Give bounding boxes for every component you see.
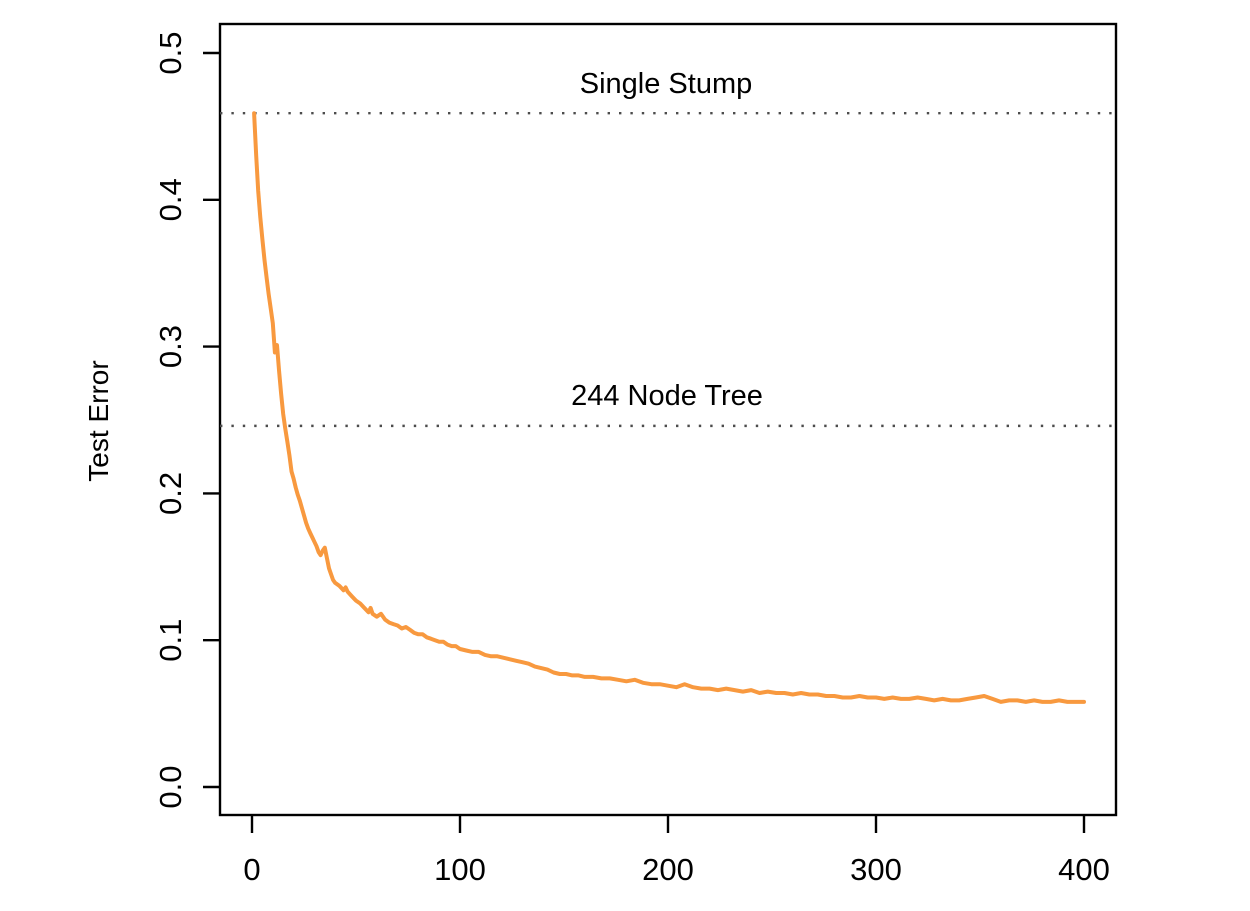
x-tick-label: 200 — [642, 852, 694, 887]
x-tick-label: 300 — [850, 852, 902, 887]
node-tree-label: 244 Node Tree — [571, 380, 763, 412]
y-tick-label: 0.1 — [153, 619, 188, 662]
series-line — [252, 111, 1086, 704]
y-tick-label: 0.2 — [153, 472, 188, 515]
y-axis-title: Test Error — [83, 360, 114, 481]
x-tick-label: 400 — [1058, 852, 1110, 887]
single-stump-label: Single Stump — [580, 68, 753, 100]
x-tick-label: 100 — [434, 852, 486, 887]
y-axis: 0.0 0.1 0.2 0.3 0.4 0.5 — [153, 31, 220, 809]
y-tick-label: 0.3 — [153, 325, 188, 368]
x-tick-label: 0 — [243, 852, 260, 887]
y-tick-label: 0.5 — [153, 31, 188, 74]
y-tick-label: 0.0 — [153, 765, 188, 808]
reference-lines — [220, 111, 1116, 428]
x-axis: 0 100 200 300 400 — [243, 815, 1110, 887]
test-error-curve — [252, 111, 1086, 704]
y-tick-label: 0.4 — [153, 178, 188, 221]
